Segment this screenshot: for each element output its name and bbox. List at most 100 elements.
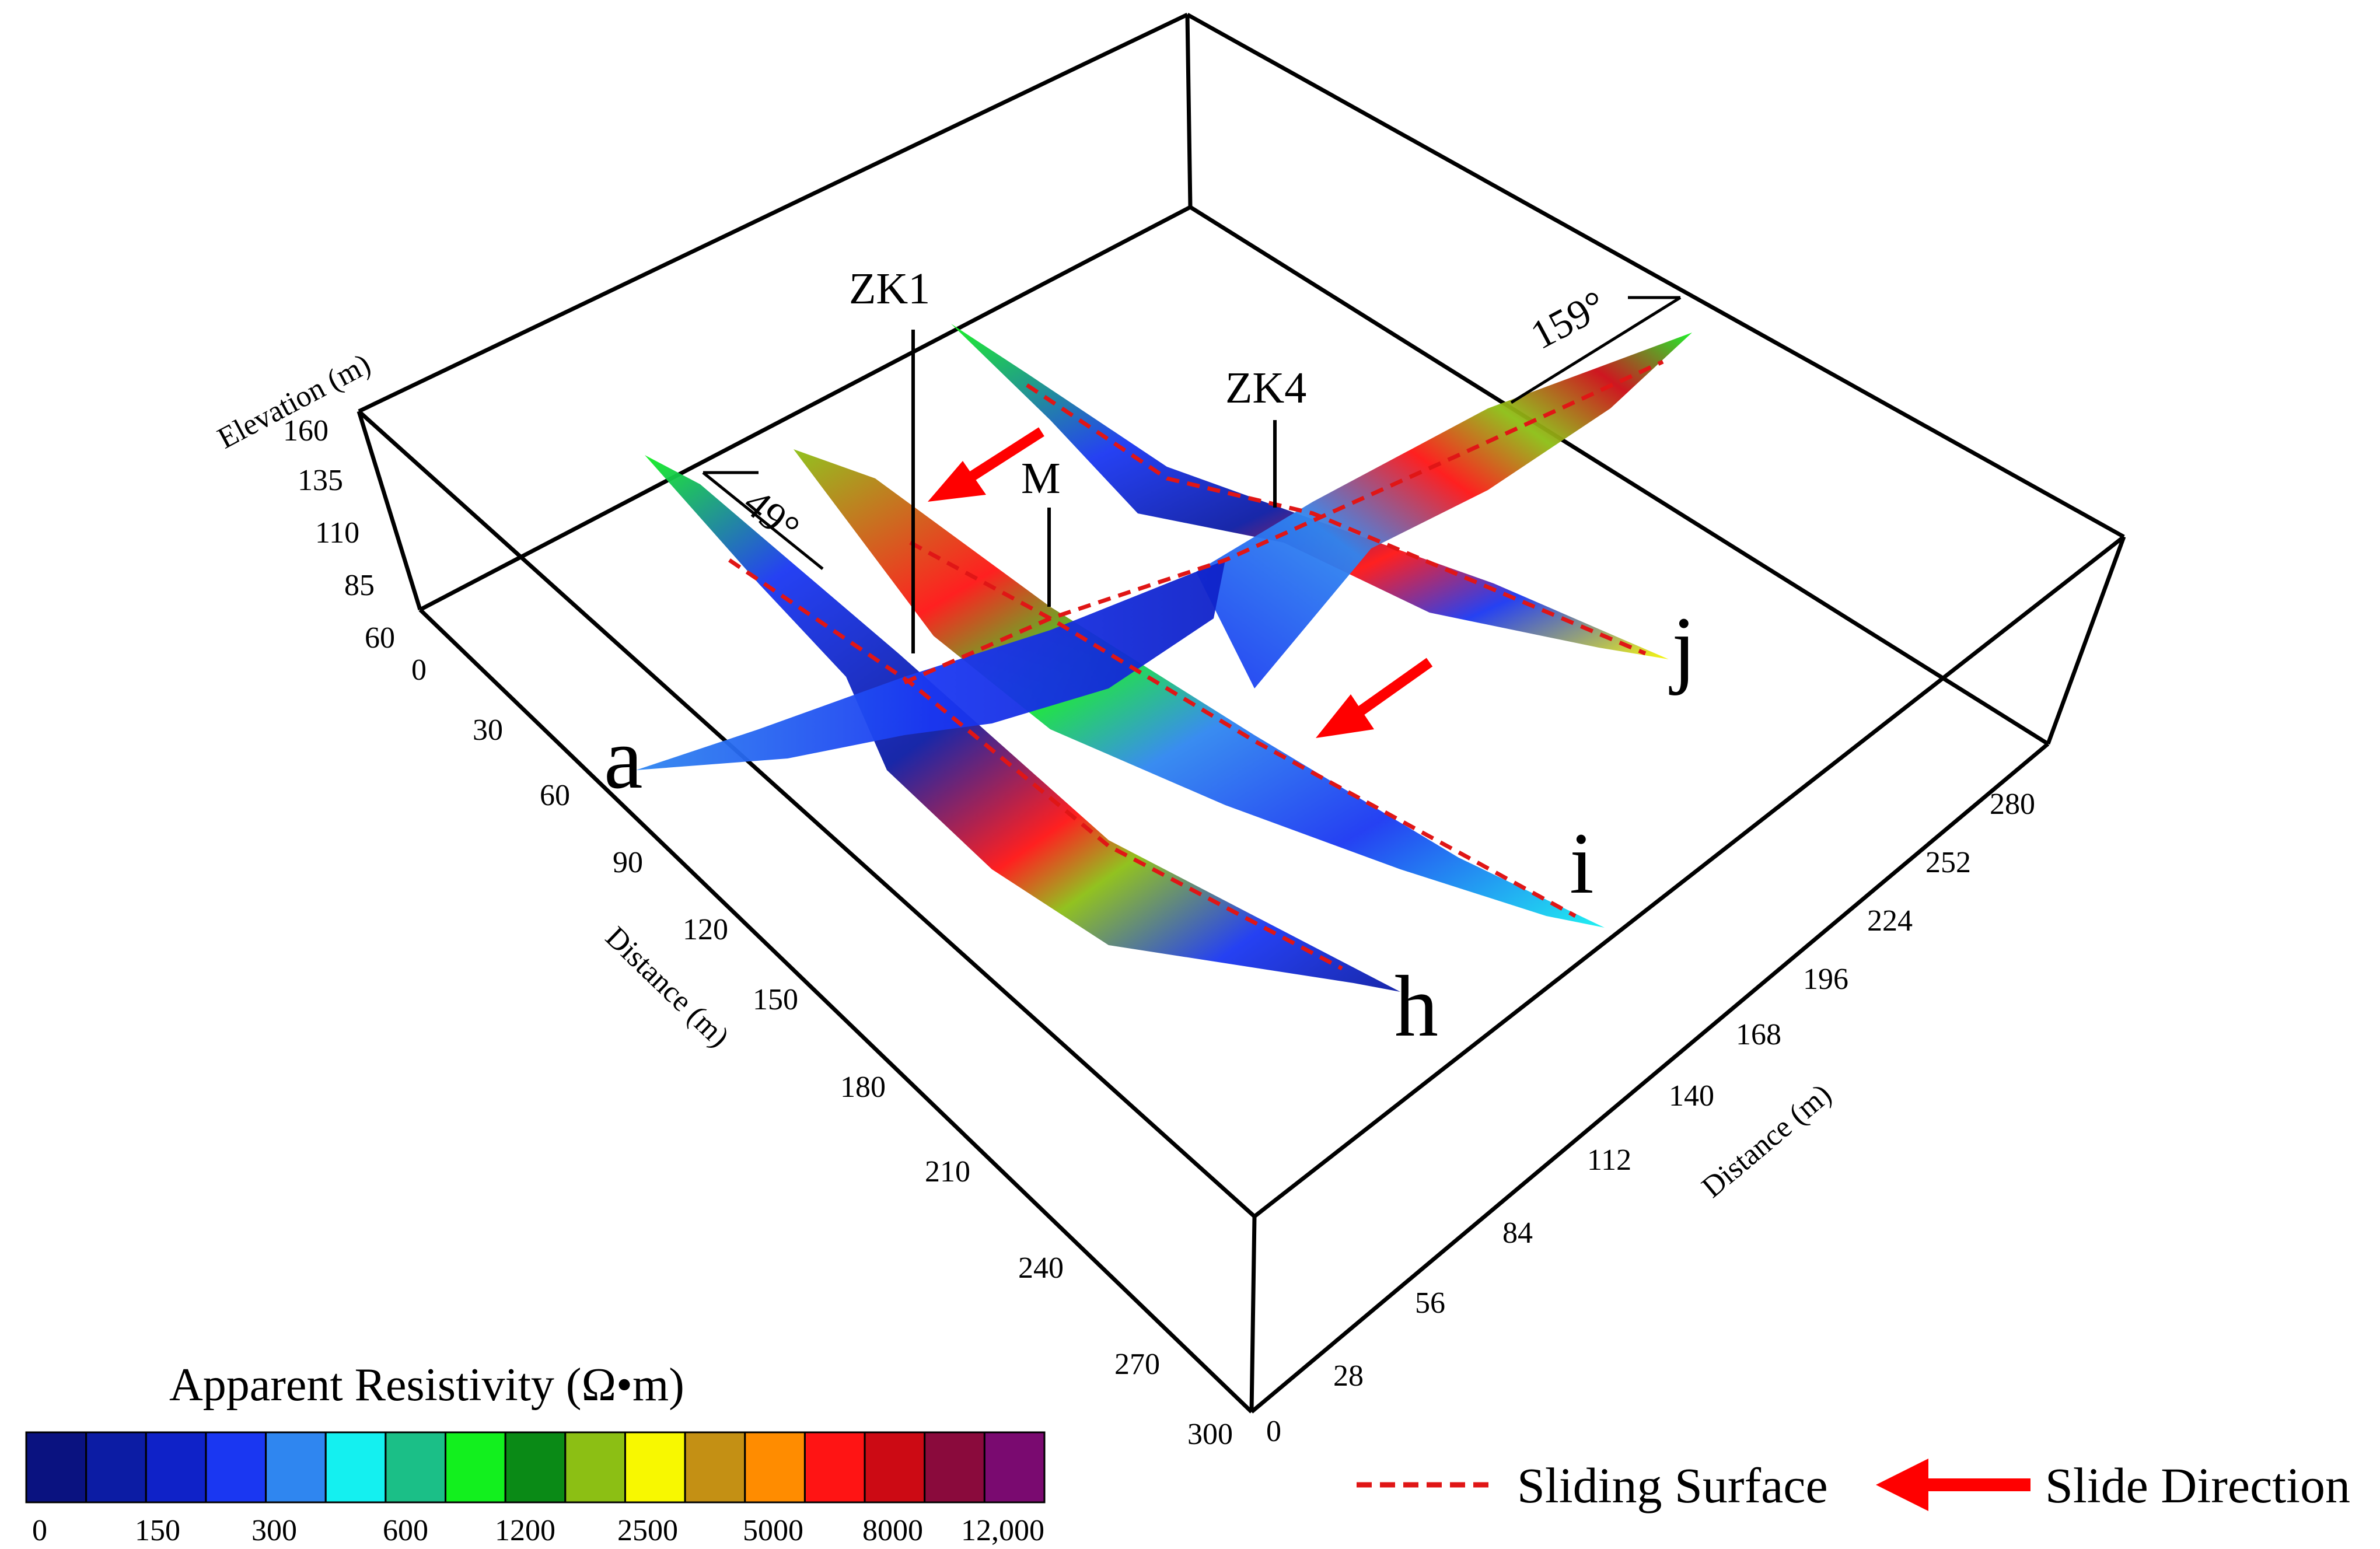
legend-swatch [205,1431,267,1503]
box-edge [357,410,1256,1218]
front-distance-axis: 0 30 60 90 120 150 180 210 240 270 300 D… [411,653,1233,1451]
legend-swatch [385,1431,447,1503]
borehole-label-zk1: ZK1 [849,264,930,313]
slide-arrow-head [1316,694,1374,738]
borehole-label-m: M [1021,454,1061,503]
right-distance-tick: 28 [1333,1359,1364,1393]
right-distance-tick: 112 [1587,1144,1631,1177]
front-distance-tick: 60 [540,779,570,812]
right-distance-tick: 84 [1502,1216,1533,1250]
elevation-tick: 60 [365,621,395,655]
legend-tick-label: 150 [135,1514,180,1547]
box-edge [358,12,1189,414]
right-distance-tick: 168 [1736,1018,1781,1051]
legend-ticks: 0 150 300 600 1200 2500 5000 8000 12,000 [32,1514,1044,1547]
profile-slices [636,324,1692,992]
sliding-surface-line [909,540,1577,918]
legend-swatch [324,1431,387,1503]
borehole-label-zk4: ZK4 [1225,363,1306,412]
legend-tick-label: 0 [32,1514,47,1547]
elevation-axis: Elevation (m) 160 135 110 85 60 [212,347,395,655]
legend-swatches [25,1431,1046,1503]
sliding-surfaces [728,359,1664,971]
box-edge [1189,205,2049,746]
legend-swatch [864,1431,926,1503]
angle-line [702,471,824,570]
legend-swatch [265,1431,327,1503]
box-edge [357,410,422,611]
profile-slice-i [794,449,1605,928]
legend-tick-label: 8000 [862,1514,923,1547]
legend-title: Apparent Resistivity (Ω•m) [169,1359,684,1411]
slide-direction-key-label: Slide Direction [2045,1457,2350,1513]
right-distance-tick: 56 [1415,1286,1445,1320]
right-distance-tick: 140 [1669,1079,1714,1113]
legend-swatch [924,1431,985,1503]
legend-swatch [85,1431,147,1503]
legend-swatch [445,1431,506,1503]
legend-swatch [564,1431,626,1503]
right-distance-tick: 224 [1867,904,1913,938]
profile-slice-h [645,455,1400,992]
profile-label-i: i [1570,815,1594,912]
profile-label-h: h [1395,958,1438,1055]
sliding-surface-line [903,359,1664,685]
elevation-tick: 85 [344,569,375,602]
elevation-tick: 110 [315,516,359,550]
right-distance-axis-title: Distance (m) [1696,1078,1837,1204]
front-distance-tick: 120 [683,913,728,946]
sliding-surface-line [1026,383,1647,656]
box-edge [418,608,1253,1414]
box-edge [1185,14,1193,208]
front-distance-tick: 210 [925,1155,970,1188]
legend-swatch [504,1431,567,1503]
front-distance-tick: 270 [1114,1348,1160,1381]
legend-swatch [983,1431,1046,1503]
legend-swatch [684,1431,746,1503]
right-distance-tick: 0 [1266,1415,1281,1448]
box-edge [1250,742,2050,1414]
legend-swatch [744,1431,806,1503]
slide-direction-arrows [928,427,1433,738]
slide-arrow-shaft [966,427,1044,483]
front-distance-tick: 0 [411,653,427,687]
angle-line [1510,296,1682,404]
front-distance-tick: 300 [1187,1418,1233,1451]
elevation-tick: 160 [283,414,328,447]
sliding-surface-key-label: Sliding Surface [1517,1457,1828,1513]
legend-swatch [145,1431,207,1503]
right-distance-tick: 280 [1990,788,2035,821]
legend-tick-label: 600 [383,1514,428,1547]
legend-swatch [624,1431,686,1503]
legend-tick-label: 1200 [495,1514,555,1547]
right-distance-tick: 252 [1925,846,1971,879]
legend-tick-label: 2500 [617,1514,678,1547]
slide-arrow-head [928,461,986,502]
profile-slice-cross-upper [1196,333,1692,688]
profile-slice-a [636,560,1225,770]
legend-tick-label: 12,000 [961,1514,1044,1547]
box-edge [2046,536,2126,745]
figure-key: Sliding Surface Slide Direction [1357,1457,2350,1513]
slide-arrow-shaft [1356,658,1433,716]
front-distance-tick: 180 [840,1071,886,1104]
slide-direction-key-head [1876,1459,1928,1511]
box-edge [1249,1216,1257,1412]
front-distance-tick: 30 [473,714,503,747]
boreholes: ZK1 ZK4 M [849,264,1306,653]
legend-tick-label: 300 [251,1514,297,1547]
legend-tick-label: 5000 [743,1514,803,1547]
elevation-tick: 135 [298,464,343,497]
front-distance-tick: 90 [613,846,643,879]
profile-label-a: a [604,710,643,807]
color-legend: Apparent Resistivity (Ω•m) 0 150 300 600 120… [25,1359,1046,1547]
right-distance-tick: 196 [1803,963,1848,996]
bounding-box [357,12,2126,1414]
sliding-surface-line [728,558,1343,971]
profile-labels: a h i j [604,599,1696,1055]
box-edge [1253,535,2126,1218]
legend-swatch [25,1431,88,1503]
front-distance-tick: 150 [753,983,798,1016]
legend-swatch [803,1431,866,1503]
